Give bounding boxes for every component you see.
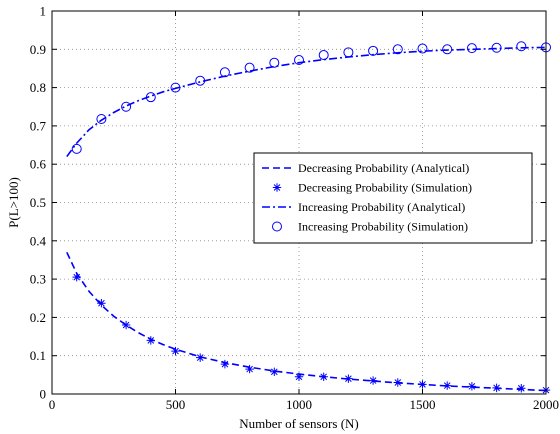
y-tick-label: 0.5 — [30, 195, 46, 210]
series-3-point — [466, 43, 477, 54]
legend-label: Increasing Probability (Simulation) — [298, 220, 468, 234]
series-3-point — [244, 62, 255, 73]
series-1-point — [467, 382, 477, 391]
series-1-point — [171, 346, 180, 356]
x-tick-label: 0 — [49, 397, 56, 412]
series-1-point — [97, 299, 106, 308]
y-tick-label: 0.7 — [30, 118, 47, 133]
x-tick-label: 2000 — [533, 397, 559, 412]
series-1-point — [121, 320, 131, 330]
y-tick-label: 0.2 — [30, 310, 46, 325]
legend-swatch-marker — [272, 183, 282, 192]
y-tick-label: 0.8 — [30, 80, 46, 95]
series-1-point — [196, 353, 205, 362]
series-1-point — [245, 364, 254, 374]
series-1-point — [220, 359, 230, 369]
series-3-point — [145, 92, 156, 103]
plot-series — [66, 41, 551, 395]
series-3-point — [442, 44, 453, 55]
series-1-point — [517, 384, 526, 393]
series-1-point — [393, 378, 402, 387]
series-3-point — [195, 75, 206, 86]
series-3-point — [417, 43, 428, 54]
series-1-point — [294, 372, 304, 381]
series-3-point — [71, 143, 82, 154]
series-3-point — [318, 50, 329, 61]
series-3-point — [491, 42, 502, 53]
y-tick-label: 0.4 — [30, 233, 47, 248]
series-1-point — [344, 374, 353, 383]
series-3-point — [121, 101, 132, 112]
legend-swatch-marker — [272, 221, 282, 232]
y-tick-label: 0.1 — [30, 348, 46, 363]
y-tick-label: 0.3 — [30, 272, 46, 287]
y-tick-label: 1 — [40, 4, 47, 19]
series-3-point — [343, 47, 354, 58]
legend-box — [253, 152, 533, 244]
x-axis-label: Number of sensors (N) — [239, 416, 359, 431]
series-3-point — [269, 57, 280, 68]
series-3-point — [170, 82, 181, 93]
axis-ticks: 0 500 1000 1500 2000 0 0.1 0.2 0.3 0.4 0.5 0.6 0.7 0.… — [30, 4, 559, 413]
series-3-point — [294, 55, 304, 66]
series-1-point — [270, 367, 279, 376]
y-axis-label: P(L>100) — [6, 177, 21, 228]
series-3-point — [516, 41, 527, 52]
x-tick-label: 1000 — [286, 397, 312, 412]
series-1-point — [146, 336, 155, 345]
series-3-point — [368, 45, 379, 56]
legend: Decreasing Probability (Analytical) Decre… — [253, 152, 533, 244]
series-1-point — [72, 272, 81, 282]
legend-label: Increasing Probability (Analytical) — [298, 200, 465, 214]
series-3-point — [96, 114, 107, 125]
y-tick-label: 0 — [40, 387, 47, 402]
series-1-point — [443, 381, 452, 390]
series-1-point — [319, 372, 328, 381]
legend-label: Decreasing Probability (Simulation) — [298, 181, 472, 195]
series-3-point — [392, 44, 403, 55]
series-1-point — [368, 376, 378, 385]
y-tick-label: 0.9 — [30, 42, 46, 57]
legend-label: Decreasing Probability (Analytical) — [298, 161, 469, 175]
series-2-line — [66, 46, 547, 158]
x-tick-label: 500 — [166, 397, 186, 412]
series-1-point — [418, 380, 427, 389]
x-tick-label: 1500 — [410, 397, 436, 412]
series-1-point — [492, 383, 501, 393]
series-3-point — [219, 67, 230, 78]
y-tick-label: 0.6 — [30, 157, 47, 172]
